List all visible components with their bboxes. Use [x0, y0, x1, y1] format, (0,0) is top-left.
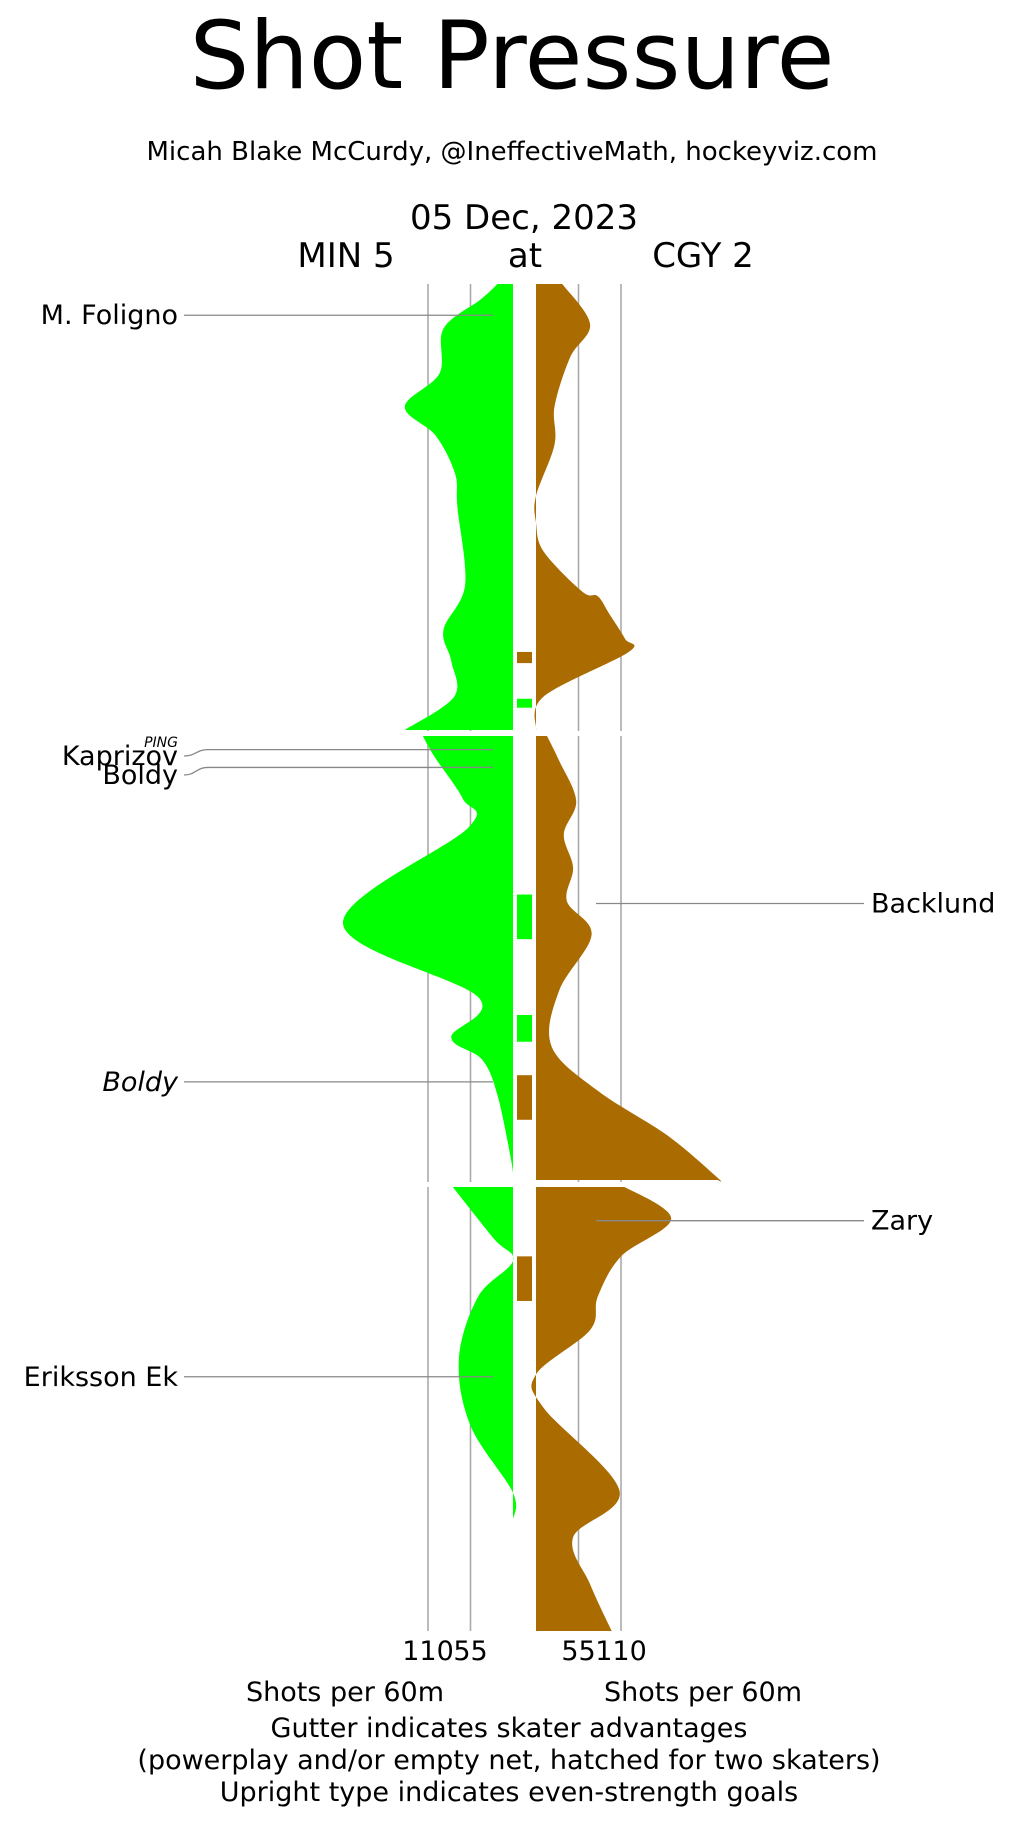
period-dividers: [100, 731, 960, 1187]
tick-label-right: 55: [561, 1636, 595, 1667]
gutter-segment: [517, 651, 532, 664]
chart-title: Shot Pressure: [190, 2, 835, 111]
tick-label-right: 110: [595, 1636, 647, 1667]
xlabel-left: Shots per 60m: [246, 1677, 444, 1708]
at-label: at: [508, 236, 542, 276]
xlabel-right: Shots per 60m: [604, 1677, 802, 1708]
pressure-areas: [342, 284, 722, 1631]
home-goal-label: Backlund: [871, 888, 995, 919]
gutter-segment: [517, 894, 532, 940]
gutter-segment: [517, 698, 532, 708]
tick-label-left: 55: [453, 1636, 487, 1667]
away-goal-label: M. Foligno: [41, 300, 178, 331]
gutter-segment: [517, 1256, 532, 1301]
away-pressure-area-period-2: [342, 734, 514, 1180]
game-date: 05 Dec, 2023: [410, 198, 638, 238]
period-divider: [100, 1182, 960, 1187]
note-line-2: (powerplay and/or empty net, hatched for…: [137, 1745, 880, 1776]
away-goal-label: PING: [144, 735, 178, 751]
note-line-1: Gutter indicates skater advantages: [271, 1713, 748, 1744]
tick-label-left: 110: [402, 1636, 454, 1667]
gutter-marks: [517, 651, 532, 1301]
away-goal-leader: [183, 766, 493, 776]
chart-subtitle: Micah Blake McCurdy, @IneffectiveMath, h…: [147, 137, 878, 167]
away-pressure-area-period-1: [404, 284, 513, 730]
away-goal-label: Eriksson Ek: [24, 1362, 179, 1393]
home-pressure-area-period-2: [536, 734, 722, 1182]
home-team-label: CGY 2: [652, 236, 754, 276]
away-goal-leader: [183, 748, 493, 757]
tick-labels: 110 55 55 110: [402, 1636, 647, 1667]
away-pressure-area-period-3: [451, 1185, 517, 1631]
gutter-segment: [517, 1014, 532, 1042]
note-line-3: Upright type indicates even-strength goa…: [220, 1777, 798, 1808]
away-goal-label: Kaprizov: [62, 741, 178, 772]
home-pressure-area-period-3: [531, 1185, 672, 1631]
away-goal-label: Boldy: [102, 1067, 179, 1098]
goal-annotations: M. FolignoPINGKaprizovBoldyBoldyEriksson…: [24, 300, 996, 1393]
home-goal-label: Zary: [871, 1206, 933, 1237]
away-goal-label: Boldy: [102, 760, 178, 791]
period-divider: [100, 731, 960, 736]
home-pressure-area-period-1: [534, 284, 635, 730]
gutter-segment: [517, 1075, 532, 1120]
away-team-label: MIN 5: [297, 236, 394, 276]
